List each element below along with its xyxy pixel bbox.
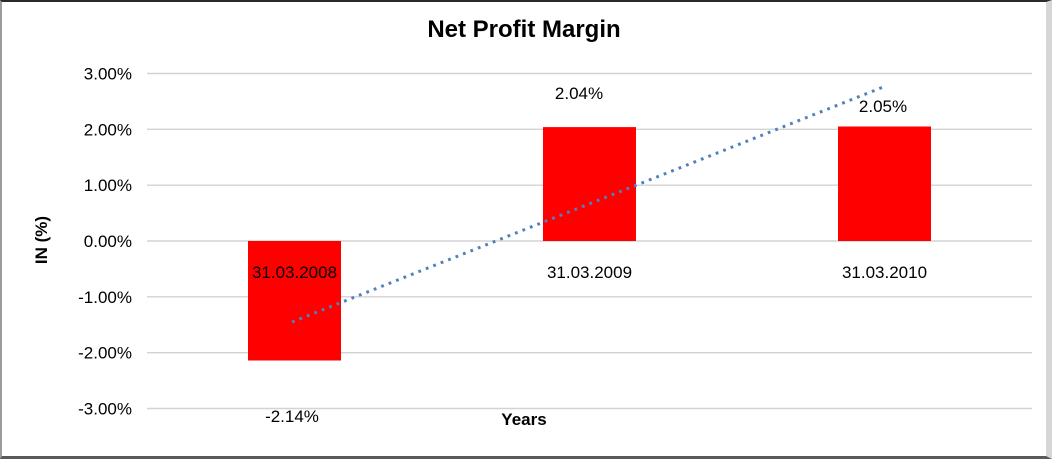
x-category-label: 31.03.2009 bbox=[547, 263, 632, 282]
y-tick-label: 0.00% bbox=[84, 232, 132, 251]
bar-31.03.2009 bbox=[543, 127, 636, 241]
x-category-label: 31.03.2008 bbox=[252, 263, 337, 282]
bar-31.03.2008 bbox=[248, 241, 341, 361]
data-label: 2.04% bbox=[555, 84, 603, 103]
data-label: -2.14% bbox=[265, 407, 319, 426]
trendline bbox=[291, 86, 883, 324]
y-tick-label: -2.00% bbox=[78, 344, 132, 363]
y-tick-label: -1.00% bbox=[78, 288, 132, 307]
x-axis-title: Years bbox=[501, 410, 547, 429]
data-label: 2.05% bbox=[859, 97, 907, 116]
y-axis-title: IN (%) bbox=[32, 215, 51, 265]
y-tick-label: -3.00% bbox=[78, 400, 132, 419]
bar-31.03.2010 bbox=[838, 126, 931, 241]
x-category-label: 31.03.2010 bbox=[842, 263, 927, 282]
chart-title: Net Profit Margin bbox=[427, 16, 621, 43]
y-tick-label: 3.00% bbox=[84, 65, 132, 84]
y-tick-label: 2.00% bbox=[84, 120, 132, 139]
y-tick-label: 1.00% bbox=[84, 176, 132, 195]
